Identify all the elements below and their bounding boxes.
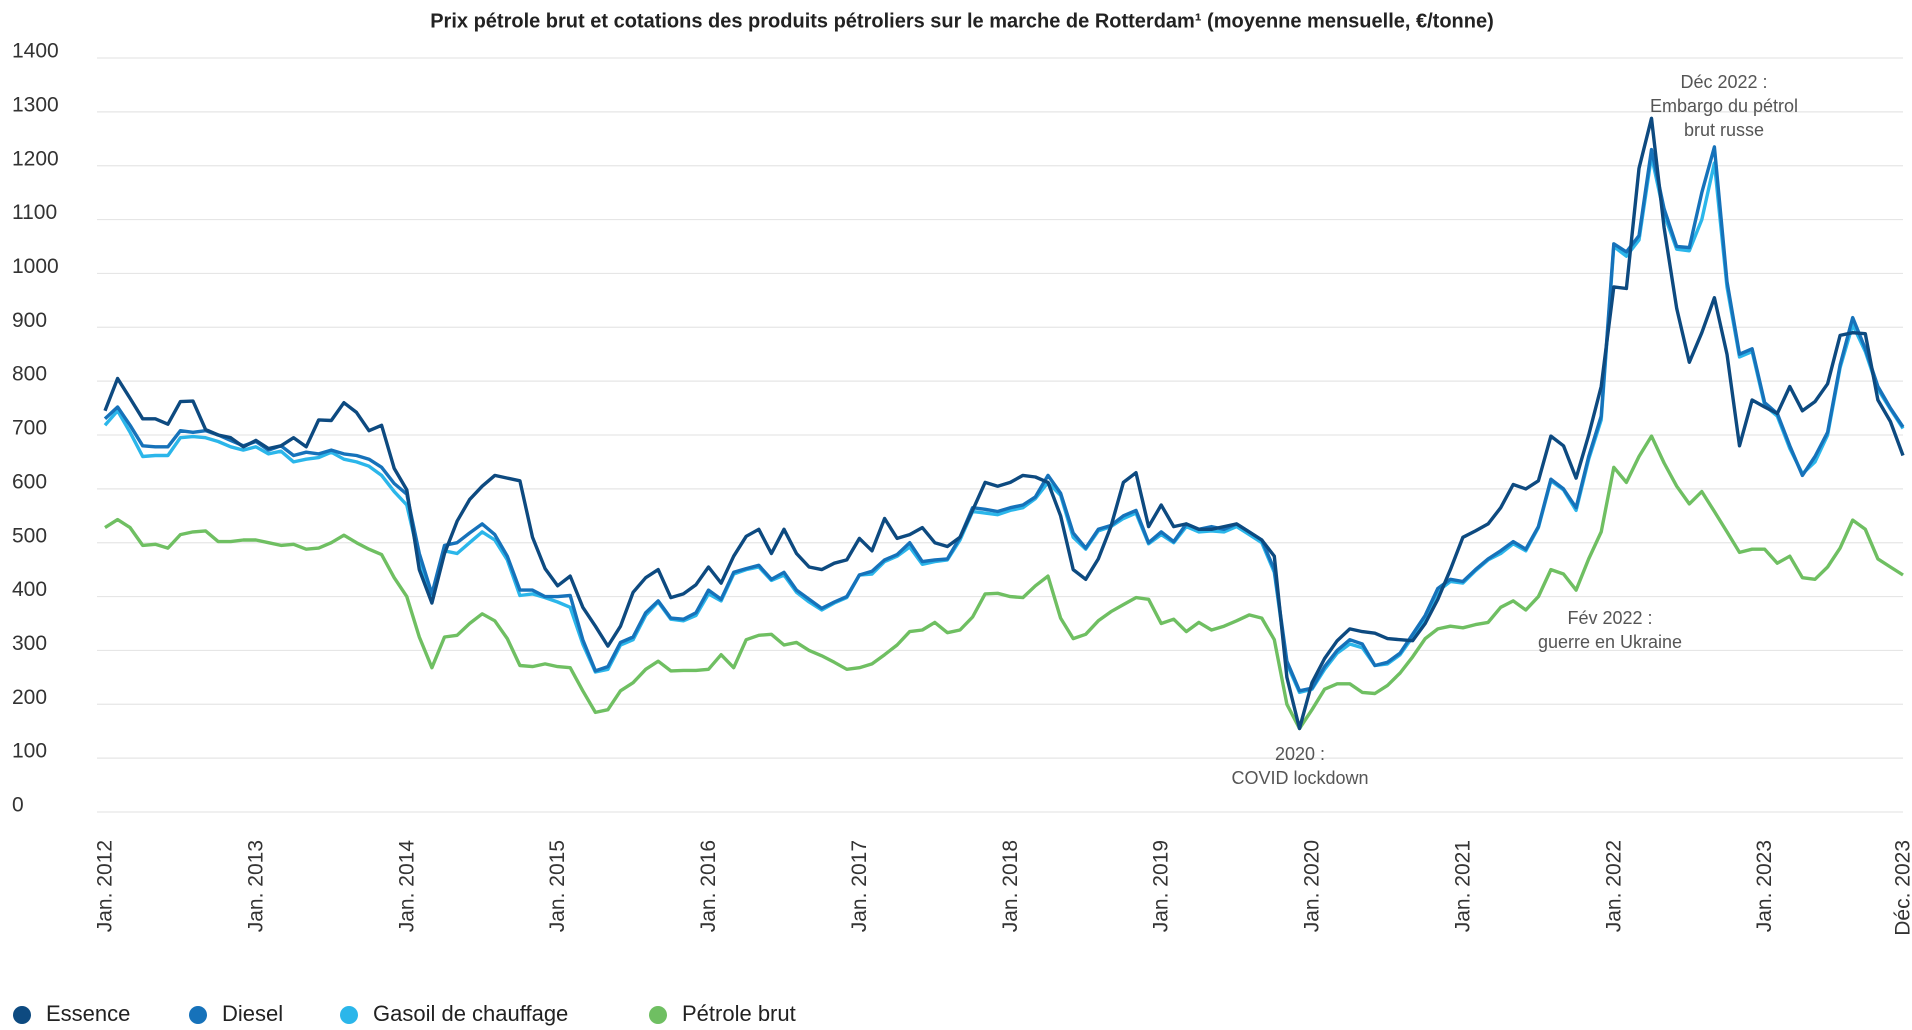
y-tick-label: 1100 xyxy=(12,201,57,224)
y-tick-label: 200 xyxy=(12,686,47,709)
y-tick-label: 400 xyxy=(12,578,47,601)
legend-swatch xyxy=(340,1006,358,1024)
x-tick-label: Jan. 2022 xyxy=(1602,840,1625,932)
annotation: Fév 2022 : xyxy=(1567,608,1652,628)
x-tick-label: Jan. 2014 xyxy=(395,840,418,933)
chart-title: Prix pétrole brut et cotations des produ… xyxy=(430,10,1494,32)
annotation: COVID lockdown xyxy=(1231,768,1368,788)
x-tick-label: Jan. 2021 xyxy=(1451,840,1474,932)
x-tick-label: Jan. 2012 xyxy=(94,840,117,932)
annotation: 2020 : xyxy=(1275,744,1325,764)
y-tick-label: 100 xyxy=(12,740,47,763)
x-tick-label: Déc. 2023 xyxy=(1892,840,1912,936)
x-tick-label: Jan. 2013 xyxy=(244,840,267,932)
series-line xyxy=(103,116,1905,731)
y-tick-label: 1200 xyxy=(12,147,59,170)
legend-label: Pétrole brut xyxy=(682,1001,796,1026)
x-tick-label: Jan. 2016 xyxy=(697,840,720,932)
x-tick-label: Jan. 2023 xyxy=(1753,840,1776,932)
legend-label: Diesel xyxy=(222,1001,283,1026)
legend-swatch xyxy=(189,1006,207,1024)
annotation: brut russe xyxy=(1684,120,1764,140)
annotation: guerre en Ukraine xyxy=(1538,632,1682,652)
y-tick-label: 800 xyxy=(12,363,47,386)
legend-swatch xyxy=(13,1006,31,1024)
y-tick-label: 0 xyxy=(12,794,24,817)
legend-item: Pétrole brut xyxy=(649,1001,796,1026)
y-tick-label: 700 xyxy=(12,417,47,440)
y-tick-label: 900 xyxy=(12,309,47,332)
y-tick-label: 1400 xyxy=(12,40,59,63)
legend-swatch xyxy=(649,1006,667,1024)
x-tick-label: Jan. 2020 xyxy=(1301,840,1324,932)
x-tick-label: Jan. 2015 xyxy=(546,840,569,932)
legend-label: Gasoil de chauffage xyxy=(373,1001,568,1026)
x-tick-label: Jan. 2017 xyxy=(848,840,871,932)
legend-item: Gasoil de chauffage xyxy=(340,1001,568,1026)
y-tick-label: 1300 xyxy=(12,93,59,116)
y-tick-label: 1000 xyxy=(12,255,59,278)
legend-item: Diesel xyxy=(189,1001,283,1026)
series-line xyxy=(103,145,1905,693)
x-tick-label: Jan. 2018 xyxy=(999,840,1022,932)
x-tick-label: Jan. 2019 xyxy=(1150,840,1173,932)
series-line xyxy=(104,434,1904,731)
y-tick-label: 600 xyxy=(12,470,47,493)
annotation: Embargo du pétrol xyxy=(1650,96,1798,116)
y-tick-label: 300 xyxy=(12,632,47,655)
legend-label: Essence xyxy=(46,1001,130,1026)
y-tick-label: 500 xyxy=(12,524,47,547)
legend-item: Essence xyxy=(13,1001,130,1026)
annotation: Déc 2022 : xyxy=(1680,72,1767,92)
